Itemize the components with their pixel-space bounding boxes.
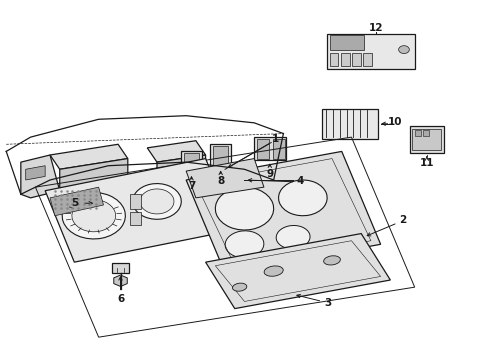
Bar <box>329 53 338 66</box>
Bar <box>181 152 201 173</box>
Ellipse shape <box>132 184 181 219</box>
Ellipse shape <box>264 266 283 276</box>
Bar <box>322 109 377 139</box>
Polygon shape <box>45 158 234 262</box>
Ellipse shape <box>140 189 174 214</box>
Polygon shape <box>157 155 205 180</box>
Bar <box>130 212 141 225</box>
Bar <box>183 153 199 171</box>
Bar <box>351 53 360 66</box>
Text: 12: 12 <box>368 23 382 33</box>
Bar <box>212 146 228 166</box>
Bar <box>272 139 285 158</box>
Polygon shape <box>50 144 127 169</box>
Ellipse shape <box>398 46 408 54</box>
Text: 10: 10 <box>387 117 402 127</box>
Text: 5: 5 <box>72 198 79 208</box>
Text: 1: 1 <box>271 134 278 144</box>
Polygon shape <box>147 141 205 162</box>
Polygon shape <box>60 158 127 191</box>
Bar <box>210 144 230 167</box>
Ellipse shape <box>224 231 264 258</box>
Bar <box>409 126 443 153</box>
Polygon shape <box>205 234 389 309</box>
Bar <box>423 130 428 136</box>
Bar <box>112 263 129 273</box>
Ellipse shape <box>62 193 125 239</box>
Bar <box>329 35 363 50</box>
Bar <box>130 194 141 208</box>
Text: 8: 8 <box>217 176 224 186</box>
Ellipse shape <box>323 256 340 265</box>
Bar <box>411 129 441 150</box>
Text: 6: 6 <box>117 294 124 303</box>
Bar <box>363 53 371 66</box>
Bar <box>414 130 420 136</box>
Text: 3: 3 <box>324 298 331 308</box>
Polygon shape <box>50 187 103 216</box>
Text: 7: 7 <box>187 181 195 192</box>
Ellipse shape <box>276 225 309 249</box>
Text: 4: 4 <box>296 176 304 186</box>
Ellipse shape <box>72 200 116 232</box>
Bar <box>326 33 414 69</box>
Polygon shape <box>26 166 45 180</box>
Text: 9: 9 <box>265 169 273 179</box>
Polygon shape <box>114 275 127 287</box>
Ellipse shape <box>278 180 326 216</box>
Bar <box>340 53 349 66</box>
Bar <box>254 137 285 160</box>
Polygon shape <box>186 158 264 198</box>
Polygon shape <box>186 152 380 273</box>
Ellipse shape <box>215 187 273 230</box>
Polygon shape <box>21 155 60 198</box>
Text: 11: 11 <box>419 158 433 168</box>
Ellipse shape <box>232 283 246 291</box>
Text: 2: 2 <box>398 215 406 225</box>
Bar <box>256 139 269 158</box>
